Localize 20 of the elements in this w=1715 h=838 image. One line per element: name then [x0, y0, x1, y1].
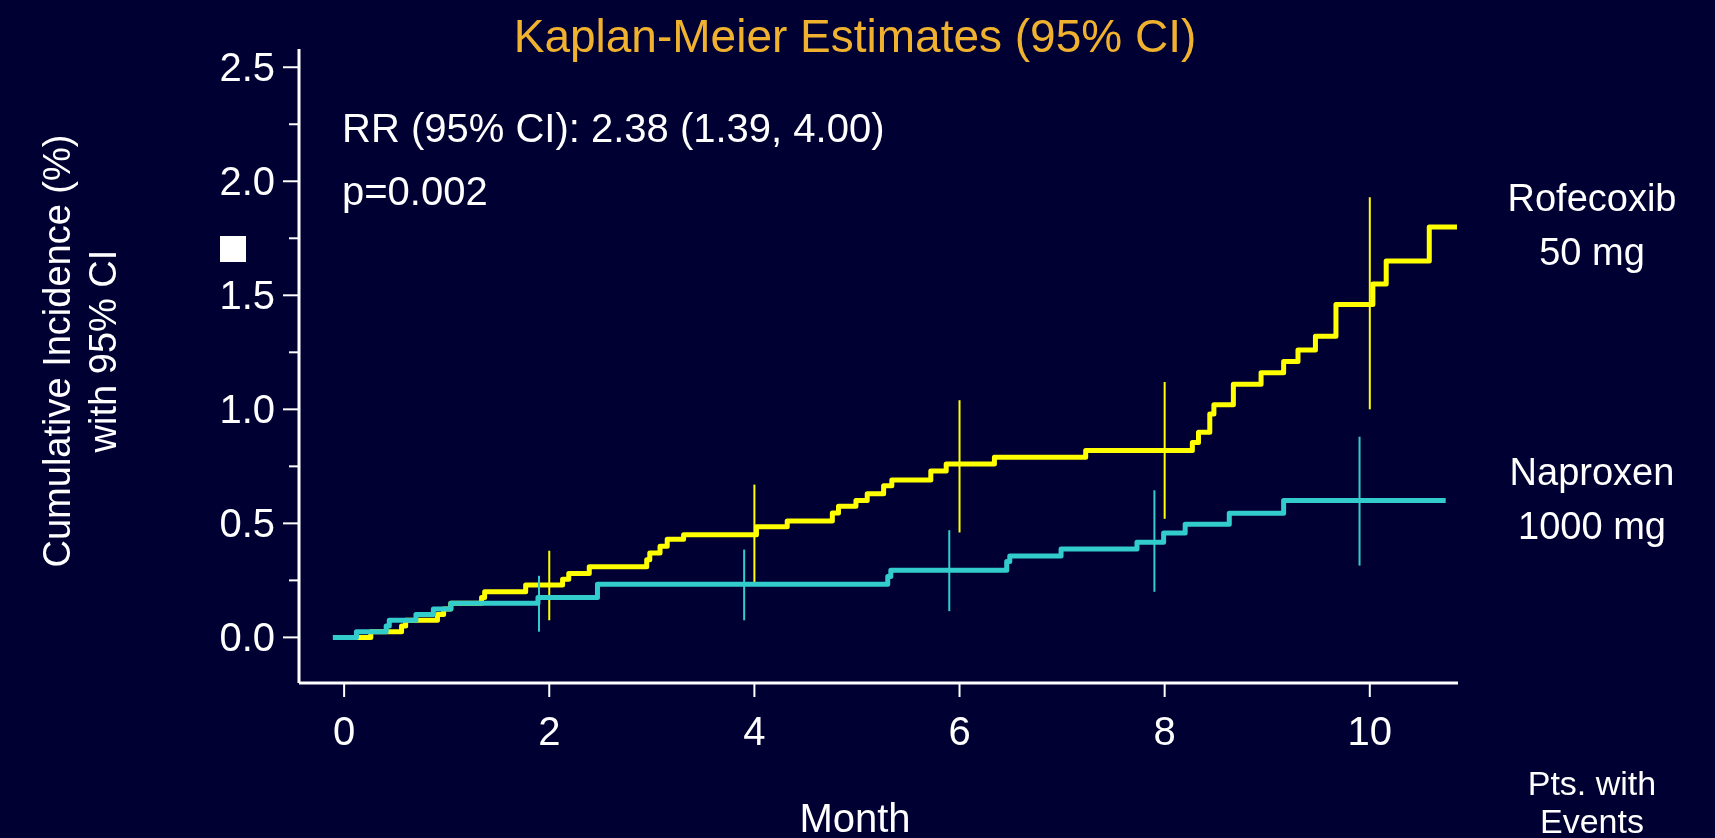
- series-label: Rofecoxib 50 mg: [1507, 176, 1677, 273]
- y-tick-label: 2.0: [219, 159, 275, 204]
- y-tick-label: 0.5: [219, 501, 275, 546]
- x-tick-label: 8: [1153, 709, 1176, 753]
- text: Pts. with Events: [1527, 764, 1657, 838]
- chart-title: Kaplan-Meier Estimates (95% CI): [513, 10, 1197, 62]
- x-tick-label: 0: [333, 709, 356, 753]
- y-axis-title: Cumulative Incidence (%) with 95% CI: [36, 134, 124, 568]
- y-tick-label: 1.5: [219, 273, 275, 318]
- annotation: p=0.002: [342, 169, 488, 213]
- x-tick-label: 6: [948, 709, 971, 753]
- x-tick-label: 4: [743, 709, 766, 753]
- annotation: RR (95% CI): 2.38 (1.39, 4.00): [342, 106, 885, 150]
- series-label: Naproxen 1000 mg: [1509, 450, 1675, 547]
- y-tick-label: 0.0: [219, 615, 275, 660]
- x-tick-label: 10: [1347, 709, 1393, 753]
- y-tick-label: 2.5: [219, 45, 275, 90]
- x-axis-title: Month: [799, 796, 911, 838]
- x-tick-label: 2: [538, 709, 561, 753]
- y-tick-label: 1.0: [219, 387, 275, 432]
